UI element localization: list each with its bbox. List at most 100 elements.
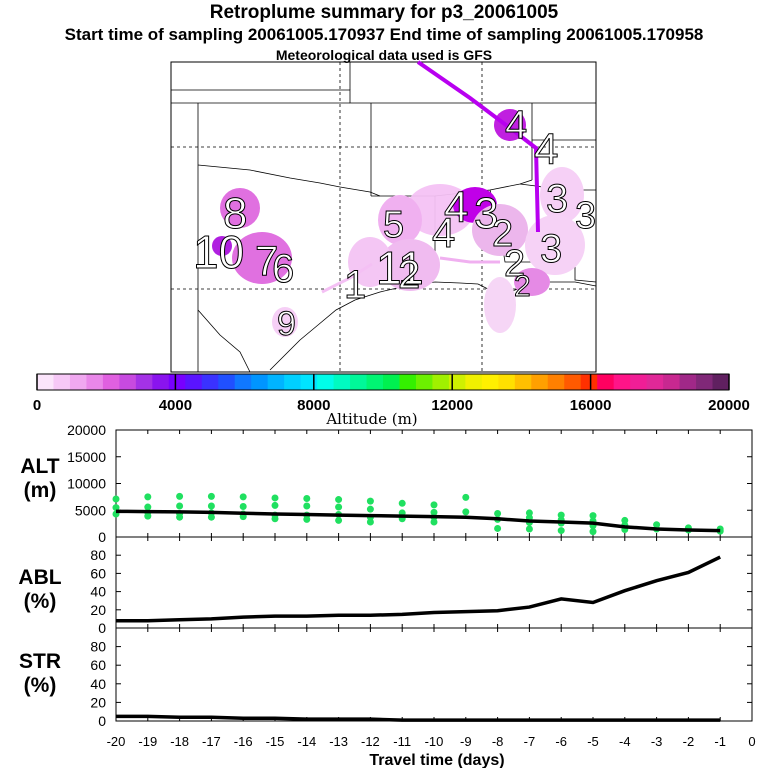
day-label: 2 [514, 270, 531, 303]
y-tick-label: 60 [90, 565, 106, 581]
day-labels: 4 4 3 3 4 3 2 3 2 2 5 11 1 2 4 8 10 7 6 … [193, 103, 597, 344]
colorbar-cell [350, 374, 368, 390]
panel-frame [115, 627, 753, 722]
colorbar-tick-label: 16000 [570, 397, 612, 414]
altitude-point [271, 501, 279, 509]
plume-track [439, 256, 500, 264]
colorbar-cell [152, 374, 170, 390]
altitude-point [303, 494, 311, 502]
altitude-point [271, 494, 279, 502]
altitude-point [271, 515, 279, 523]
colorbar-cell [597, 374, 615, 390]
day-label: 4 [432, 209, 455, 256]
colorbar-cell [679, 374, 697, 390]
x-axis-tick-labels: -20 -19 -18 -17 -16 -15 -14 -13 -12 -11 -10 -9 -8 -7-… [107, 734, 756, 749]
day-label: 6 [272, 247, 294, 291]
y-tick-label: 80 [90, 547, 106, 563]
rio-grande [197, 309, 251, 373]
plume-blob [220, 188, 260, 228]
x-tick-label: -15 [266, 734, 285, 749]
colorbar-cell [531, 374, 549, 390]
colorbar-cell [251, 374, 269, 390]
colorbar-cell [69, 374, 87, 390]
colorbar-tick-label: 20000 [708, 397, 750, 414]
x-tick-label: -9 [460, 734, 472, 749]
y-tick-label: 20000 [67, 422, 106, 438]
colorbar-cell [53, 374, 71, 390]
y-tick-label: 0 [98, 713, 106, 729]
altitude-point [589, 528, 597, 536]
colorbar-cell [415, 374, 433, 390]
altitude-point [398, 499, 406, 507]
altitude-point [557, 511, 565, 519]
plume-track [321, 262, 373, 294]
colorbar-cell [102, 374, 120, 390]
day-label: 3 [546, 177, 568, 221]
altitude-point [430, 501, 438, 509]
colorbar-cell [547, 374, 565, 390]
y-tick-label: 60 [90, 657, 106, 673]
plume-blob [514, 268, 550, 296]
x-tick-label: -13 [329, 734, 348, 749]
day-label: 2 [398, 253, 420, 297]
colorbar-cell [366, 374, 384, 390]
series-line [116, 555, 721, 623]
colorbar-cells [37, 374, 730, 390]
altitude-point [239, 503, 247, 511]
y-tick-label: 40 [90, 584, 106, 600]
day-label: 7 [255, 237, 278, 284]
str-label: STR [19, 650, 61, 673]
altitude-point [589, 512, 597, 520]
colorbar-cell [185, 374, 203, 390]
colorbar-cell [646, 374, 664, 390]
altitude-point [207, 492, 215, 500]
x-tick-label: -2 [683, 734, 695, 749]
colorbar-cell [630, 374, 648, 390]
altitude-point [176, 502, 184, 510]
x-tick-label: -3 [651, 734, 663, 749]
altitude-point [144, 512, 152, 520]
x-tick-label: -12 [361, 734, 380, 749]
colorbar-cell [300, 374, 318, 390]
plume-blob [212, 236, 232, 256]
alt-label-block: ALT (m) [0, 455, 80, 503]
altitude-point [525, 509, 533, 517]
altitude-point [335, 496, 343, 504]
altitude-point [366, 505, 374, 513]
plume-tracks [321, 60, 540, 294]
altitude-point [239, 493, 247, 501]
met-data-line: Meteorological data used is GFS [275, 47, 493, 63]
colorbar-tick-label: 12000 [431, 397, 473, 414]
altitude-point [144, 503, 152, 511]
day-label: 5 [383, 204, 404, 246]
x-tick-label: 0 [748, 734, 755, 749]
colorbar-cell [267, 374, 285, 390]
altitude-point [494, 509, 502, 517]
plume-blob [378, 195, 422, 245]
colorbar-cell [432, 374, 450, 390]
plume-blob [272, 307, 298, 337]
altitude-point [112, 504, 120, 512]
plume-blob [232, 232, 292, 284]
colorbar-cell [465, 374, 483, 390]
plume-track [416, 60, 540, 233]
colorbar-cell [564, 374, 582, 390]
x-tick-label: -16 [234, 734, 253, 749]
series-line [116, 714, 721, 722]
x-axis-title: Travel time (days) [369, 752, 504, 768]
x-tick-label: -10 [425, 734, 444, 749]
altitude-point [557, 527, 565, 535]
day-label: 3 [540, 227, 562, 271]
altitude-point [335, 516, 343, 524]
altitude-point [525, 525, 533, 533]
plume-map: 4 4 3 3 4 3 2 3 2 2 5 11 1 2 4 8 10 7 6 … [170, 60, 597, 373]
colorbar-cell [514, 374, 532, 390]
altitude-point [112, 495, 120, 503]
colorbar-cell [481, 374, 499, 390]
str-unit: (%) [23, 674, 57, 697]
altitude-point [303, 515, 311, 523]
alt-panel: 0 5000 10000 15000 20000 [67, 422, 753, 545]
colorbar-cell [448, 374, 466, 390]
colorbar-cell [712, 374, 730, 390]
